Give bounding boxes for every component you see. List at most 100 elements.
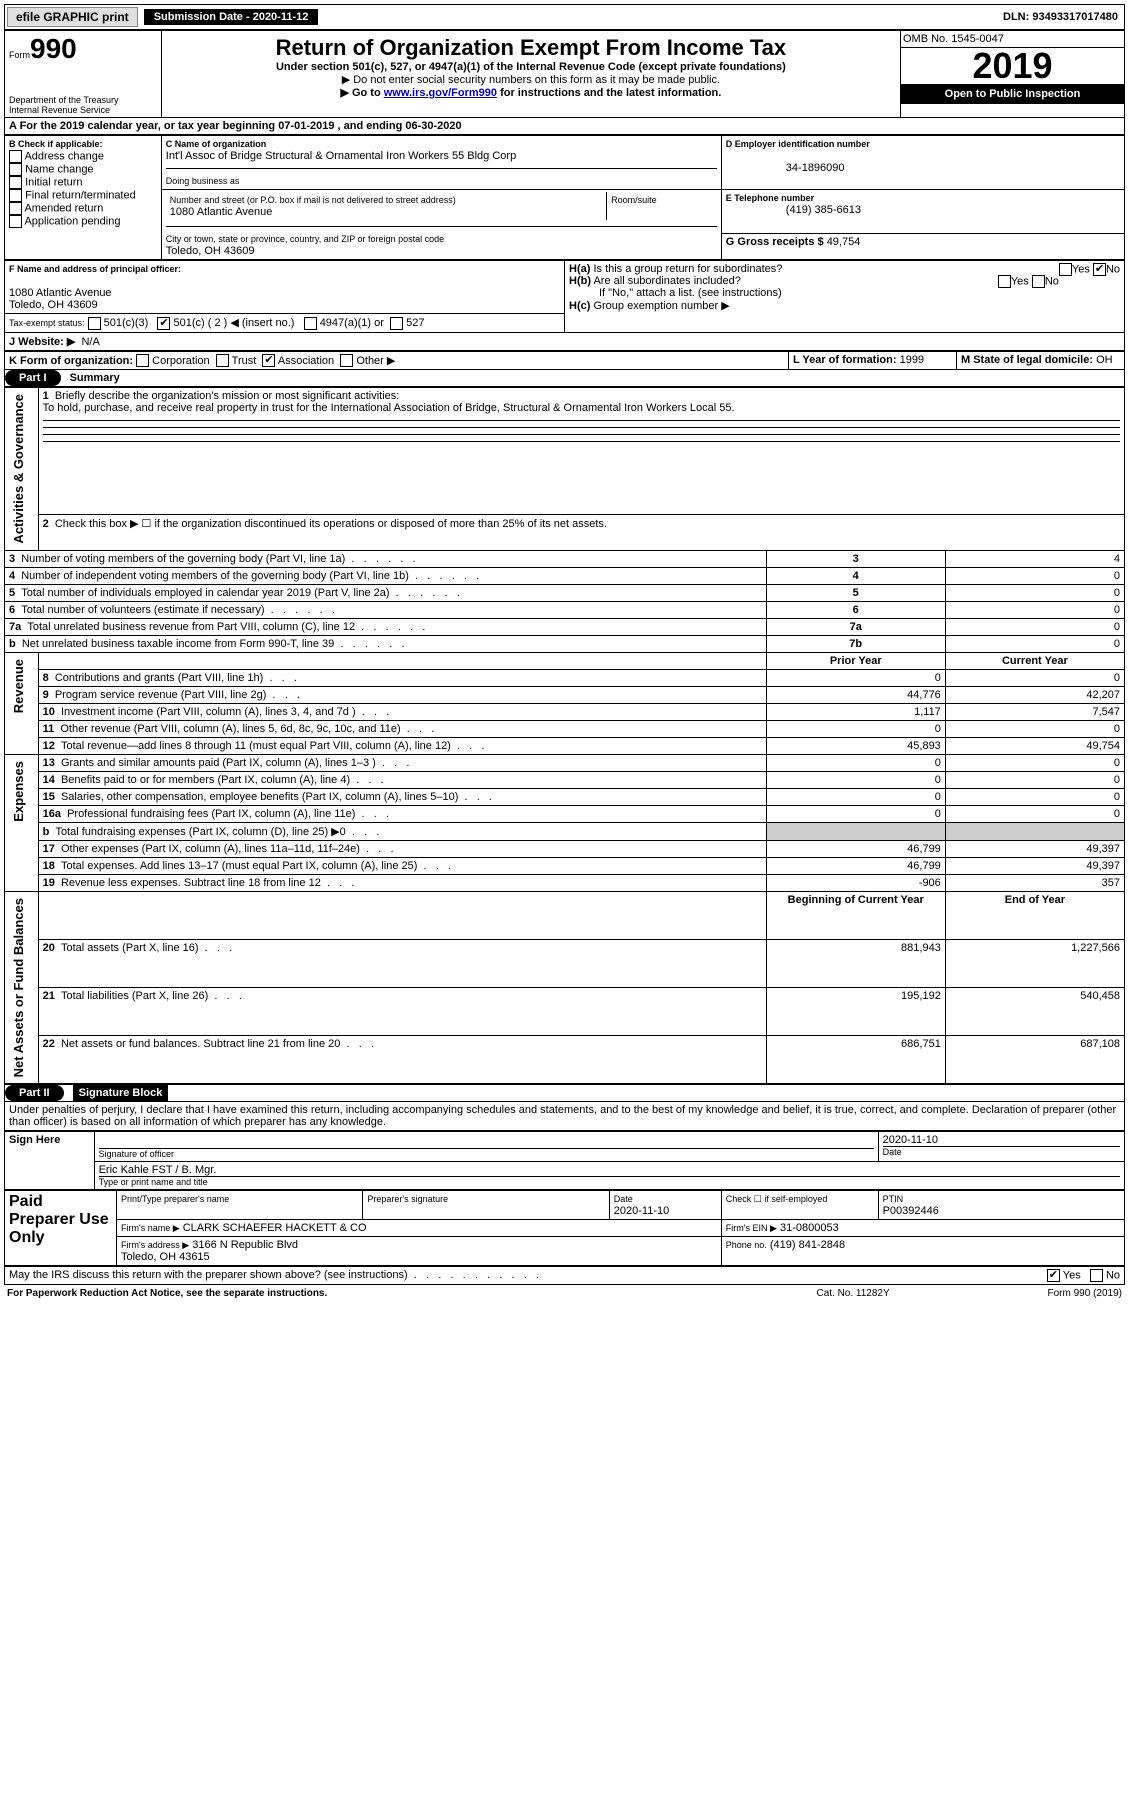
box-f: F Name and address of principal officer:…	[5, 261, 565, 314]
gov-row-col: 5	[766, 584, 945, 601]
row-current: 49,754	[945, 737, 1124, 754]
row-label: 17 Other expenses (Part IX, column (A), …	[38, 840, 766, 857]
gov-row-col: 3	[766, 550, 945, 567]
row-label: 10 Investment income (Part VIII, column …	[38, 703, 766, 720]
part-i-body: Activities & Governance 1 Briefly descri…	[4, 387, 1125, 1084]
row-prior: 0	[766, 754, 945, 771]
section-klm: K Form of organization: Corporation Trus…	[4, 351, 1125, 371]
sig-date-value: 2020-11-10	[883, 1134, 1120, 1146]
chk-address-change[interactable]	[9, 150, 22, 163]
row-prior: 686,751	[766, 1036, 945, 1084]
row-prior: 45,893	[766, 737, 945, 754]
dba-label: Doing business as	[166, 176, 240, 186]
gov-row-val: 0	[945, 601, 1124, 618]
row-current: 1,227,566	[945, 939, 1124, 987]
dept-label: Department of the Treasury Internal Reve…	[9, 95, 157, 115]
chk-trust[interactable]	[216, 354, 229, 367]
row-label: 13 Grants and similar amounts paid (Part…	[38, 754, 766, 771]
chk-501c3[interactable]	[88, 317, 101, 330]
box-l: L Year of formation: 1999	[789, 351, 957, 370]
row-label: 18 Total expenses. Add lines 13–17 (must…	[38, 857, 766, 874]
chk-initial-return[interactable]	[9, 176, 22, 189]
chk-name-change[interactable]	[9, 163, 22, 176]
section-fhij: F Name and address of principal officer:…	[4, 260, 1125, 351]
org-name: Int'l Assoc of Bridge Structural & Ornam…	[166, 150, 516, 162]
chk-assoc[interactable]	[262, 354, 275, 367]
chk-ha-yes[interactable]	[1059, 263, 1072, 276]
row-label: 22 Net assets or fund balances. Subtract…	[38, 1036, 766, 1084]
gov-row-val: 4	[945, 550, 1124, 567]
gov-row-label: 3 Number of voting members of the govern…	[5, 550, 767, 567]
gov-row-val: 0	[945, 567, 1124, 584]
form-title: Return of Organization Exempt From Incom…	[166, 35, 896, 61]
side-governance: Activities & Governance	[9, 390, 28, 548]
row-current: 0	[945, 771, 1124, 788]
officer-addr1: 1080 Atlantic Avenue	[9, 287, 112, 299]
chk-hb-no[interactable]	[1032, 275, 1045, 288]
chk-hb-yes[interactable]	[998, 275, 1011, 288]
submission-date: Submission Date - 2020-11-12	[144, 9, 319, 25]
open-to-public: Open to Public Inspection	[901, 84, 1124, 104]
paid-preparer-block: Paid Preparer Use Only Print/Type prepar…	[4, 1190, 1125, 1266]
firm-name: CLARK SCHAEFER HACKETT & CO	[183, 1222, 367, 1234]
chk-other[interactable]	[340, 354, 353, 367]
row-prior: 0	[766, 669, 945, 686]
row-current: 49,397	[945, 840, 1124, 857]
row-prior: -906	[766, 874, 945, 891]
box-i-tax-exempt: Tax-exempt status: 501(c)(3) 501(c) ( 2 …	[5, 314, 565, 333]
row-label: 12 Total revenue—add lines 8 through 11 …	[38, 737, 766, 754]
ein-value: 34-1896090	[726, 162, 845, 174]
row-prior: 0	[766, 771, 945, 788]
row-label: 9 Program service revenue (Part VIII, li…	[38, 686, 766, 703]
row-prior: 881,943	[766, 939, 945, 987]
gov-row-col: 4	[766, 567, 945, 584]
header-sub3: ▶ Go to www.irs.gov/Form990 for instruct…	[166, 86, 896, 99]
website-value: N/A	[81, 336, 99, 348]
chk-discuss-no[interactable]	[1090, 1269, 1103, 1282]
row-current: 357	[945, 874, 1124, 891]
signature-block: Sign Here Signature of officer 2020-11-1…	[4, 1131, 1125, 1190]
header-sub2: ▶ Do not enter social security numbers o…	[166, 73, 896, 86]
sig-date-label: Date	[883, 1146, 1120, 1157]
row-prior: 195,192	[766, 987, 945, 1035]
box-d: D Employer identification number 34-1896…	[721, 136, 1124, 190]
row-current: 0	[945, 788, 1124, 805]
sig-officer-label: Signature of officer	[99, 1148, 874, 1159]
box-c-name: C Name of organization Int'l Assoc of Br…	[161, 136, 721, 190]
gov-row-col: 6	[766, 601, 945, 618]
form-label: Form	[9, 50, 30, 60]
chk-application-pending[interactable]	[9, 215, 22, 228]
row-current	[945, 822, 1124, 840]
row-prior: 46,799	[766, 840, 945, 857]
chk-527[interactable]	[390, 317, 403, 330]
side-rev: Revenue	[5, 652, 39, 754]
gross-receipts: 49,754	[827, 236, 861, 248]
side-net: Net Assets or Fund Balances	[5, 891, 39, 1083]
box-b: B Check if applicable: Address change Na…	[5, 136, 162, 260]
part-i-header: Part I Summary	[4, 370, 1125, 387]
instructions-link[interactable]: www.irs.gov/Form990	[384, 87, 497, 99]
chk-4947[interactable]	[304, 317, 317, 330]
q2-text: Check this box ▶ ☐ if the organization d…	[55, 518, 607, 530]
footer-left: For Paperwork Reduction Act Notice, see …	[6, 1287, 763, 1300]
row-prior: 46,799	[766, 857, 945, 874]
org-street: 1080 Atlantic Avenue	[170, 206, 273, 218]
row-label: 20 Total assets (Part X, line 16) . . .	[38, 939, 766, 987]
box-j: J Website: ▶ N/A	[5, 332, 1125, 350]
dln: DLN: 93493317017480	[1003, 11, 1124, 23]
ptin-value: P00392446	[883, 1205, 939, 1217]
efile-print-button[interactable]: efile GRAPHIC print	[7, 7, 138, 27]
row-prior: 0	[766, 788, 945, 805]
page-footer: For Paperwork Reduction Act Notice, see …	[4, 1285, 1125, 1302]
chk-discuss-yes[interactable]	[1047, 1269, 1060, 1282]
chk-amended-return[interactable]	[9, 202, 22, 215]
row-current: 0	[945, 754, 1124, 771]
chk-corp[interactable]	[136, 354, 149, 367]
box-h: H(a) Is this a group return for subordin…	[565, 261, 1125, 333]
box-e: E Telephone number (419) 385-6613	[721, 190, 1124, 234]
row-label: 15 Salaries, other compensation, employe…	[38, 788, 766, 805]
chk-final-return[interactable]	[9, 189, 22, 202]
paid-preparer-label: Paid Preparer Use Only	[5, 1191, 117, 1266]
chk-ha-no[interactable]	[1093, 263, 1106, 276]
chk-501c[interactable]	[157, 317, 170, 330]
